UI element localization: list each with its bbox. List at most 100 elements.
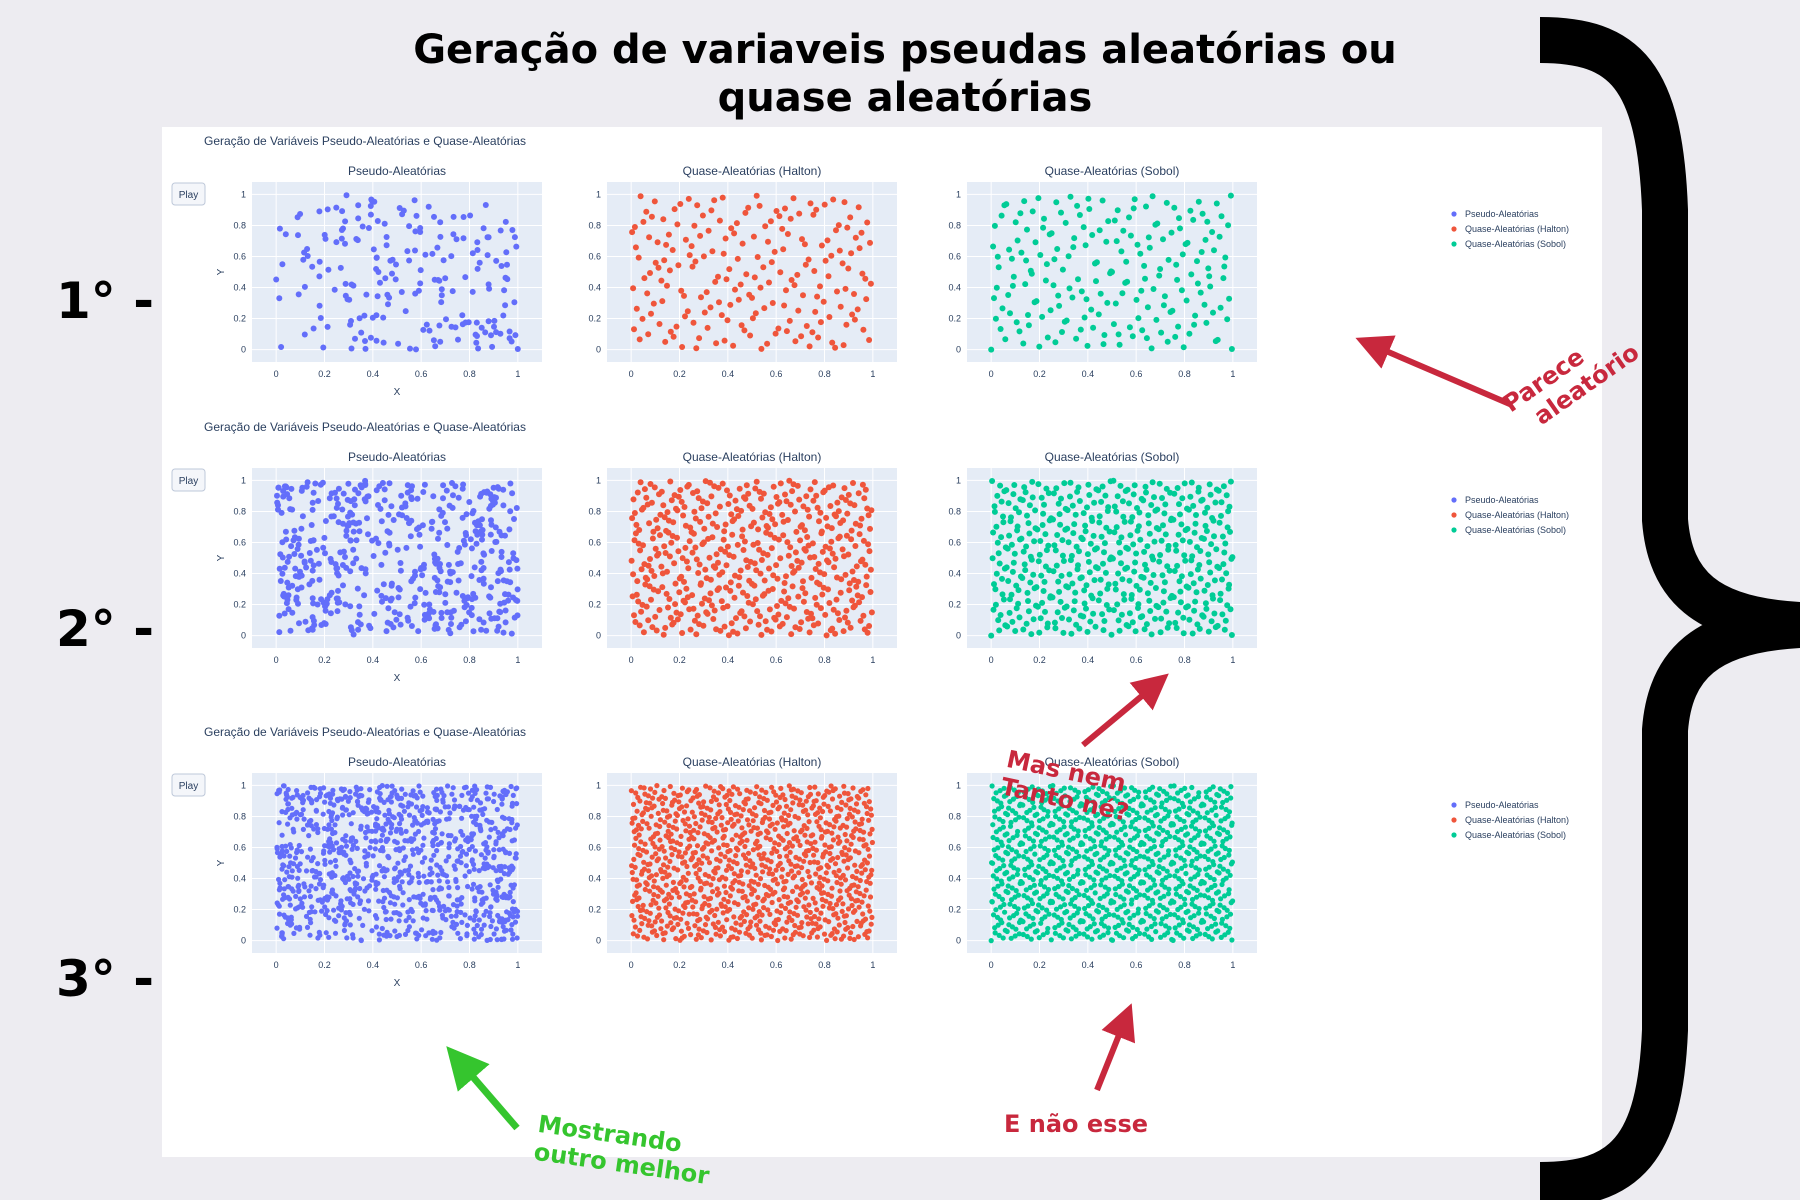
scatter-point	[680, 597, 687, 604]
scatter-point	[726, 788, 732, 794]
scatter-point	[290, 861, 297, 867]
scatter-point	[374, 915, 380, 921]
scatter-point	[752, 865, 758, 872]
scatter-point	[988, 938, 994, 944]
scatter-point	[846, 580, 853, 587]
scatter-point	[362, 338, 368, 344]
scatter-point	[415, 628, 422, 635]
scatter-point	[460, 848, 466, 855]
scatter-point	[848, 841, 854, 847]
play-button[interactable]: Play	[171, 773, 206, 797]
scatter-point	[398, 871, 404, 877]
scatter-point	[1224, 316, 1231, 323]
legend-item[interactable]: Pseudo-Aleatórias	[1465, 209, 1539, 219]
scatter-point	[851, 291, 857, 297]
legend-item[interactable]: Quase-Aleatórias (Halton)	[1465, 510, 1569, 520]
scatter-point	[1226, 891, 1232, 897]
scatter-point	[775, 325, 782, 332]
scatter-point	[857, 522, 864, 529]
legend-item[interactable]: Quase-Aleatórias (Halton)	[1465, 224, 1569, 234]
scatter-point	[446, 854, 452, 860]
scatter-point	[487, 913, 493, 920]
scatter-point	[1142, 867, 1148, 873]
scatter-point	[1072, 589, 1079, 596]
play-button[interactable]: Play	[171, 468, 206, 492]
play-button[interactable]: Play	[171, 182, 206, 206]
scatter-point	[842, 877, 849, 883]
scatter-point	[867, 280, 874, 287]
scatter-point	[639, 812, 645, 818]
scatter-point	[655, 893, 661, 899]
scatter-point	[484, 784, 490, 790]
scatter-point	[1147, 608, 1154, 614]
legend-item[interactable]: Pseudo-Aleatórias	[1465, 495, 1539, 505]
scatter-point	[780, 518, 787, 525]
scatter-point	[1216, 793, 1222, 799]
scatter-point	[1139, 327, 1146, 334]
scatter-point	[847, 805, 853, 812]
scatter-point	[643, 805, 649, 811]
scatter-point	[483, 489, 490, 496]
scatter-point	[1222, 254, 1229, 261]
scatter-point	[335, 587, 341, 594]
scatter-point	[1119, 498, 1126, 505]
scatter-point	[1029, 208, 1036, 215]
scatter-point	[285, 821, 291, 827]
scatter-point	[1179, 537, 1186, 544]
figure-panel: Geração de Variáveis Pseudo-Aleatórias e…	[162, 127, 1602, 1157]
scatter-point	[844, 888, 850, 894]
scatter-point	[847, 214, 854, 221]
scatter-point	[1143, 489, 1149, 496]
scatter-point	[303, 913, 310, 920]
scatter-point	[843, 802, 849, 808]
scatter-point	[706, 860, 713, 866]
scatter-point	[631, 537, 638, 544]
scatter-point	[420, 804, 426, 810]
scatter-point	[458, 828, 464, 835]
scatter-point	[1009, 568, 1016, 575]
scatter-point	[384, 528, 391, 535]
x-tick-label: 0.6	[1130, 655, 1143, 665]
scatter-point	[688, 932, 694, 938]
scatter-point	[1060, 858, 1066, 864]
legend-item[interactable]: Quase-Aleatórias (Sobol)	[1465, 525, 1566, 535]
scatter-point	[373, 312, 380, 319]
scatter-point	[1056, 302, 1063, 309]
scatter-point	[813, 492, 820, 499]
scatter-point	[456, 545, 463, 551]
scatter-point	[364, 515, 370, 522]
scatter-point	[352, 881, 359, 888]
scatter-point	[1186, 922, 1192, 928]
scatter-point	[295, 573, 302, 580]
scatter-point	[384, 291, 391, 298]
scatter-point	[736, 574, 743, 581]
scatter-point	[1202, 522, 1209, 529]
scatter-point	[771, 248, 778, 255]
scatter-point	[448, 913, 454, 919]
y-tick-label: 0.6	[588, 251, 601, 261]
scatter-point	[1023, 543, 1030, 550]
scatter-point	[1194, 258, 1200, 265]
scatter-point	[715, 790, 722, 796]
scatter-point	[861, 893, 867, 899]
scatter-point	[499, 831, 505, 837]
legend-item[interactable]: Quase-Aleatórias (Sobol)	[1465, 239, 1566, 249]
scatter-point	[460, 481, 467, 488]
scatter-point	[303, 868, 310, 874]
scatter-point	[1186, 330, 1193, 337]
scatter-point	[1149, 193, 1156, 200]
scatter-point	[779, 511, 786, 518]
scatter-point	[431, 555, 438, 562]
scatter-point	[783, 928, 789, 934]
scatter-point	[841, 199, 848, 206]
scatter-point	[1089, 820, 1095, 826]
scatter-point	[772, 840, 778, 846]
scatter-point	[498, 548, 505, 555]
subplot-sobol: Quase-Aleatórias (Sobol)0 0.2 0.4 0.6 0.8 100…	[948, 755, 1257, 970]
y-tick-label: 0.6	[588, 537, 601, 547]
scatter-point	[287, 627, 294, 634]
scatter-point	[1112, 586, 1119, 593]
scatter-point	[810, 895, 816, 902]
scatter-point	[748, 919, 754, 925]
scatter-point	[381, 904, 387, 911]
